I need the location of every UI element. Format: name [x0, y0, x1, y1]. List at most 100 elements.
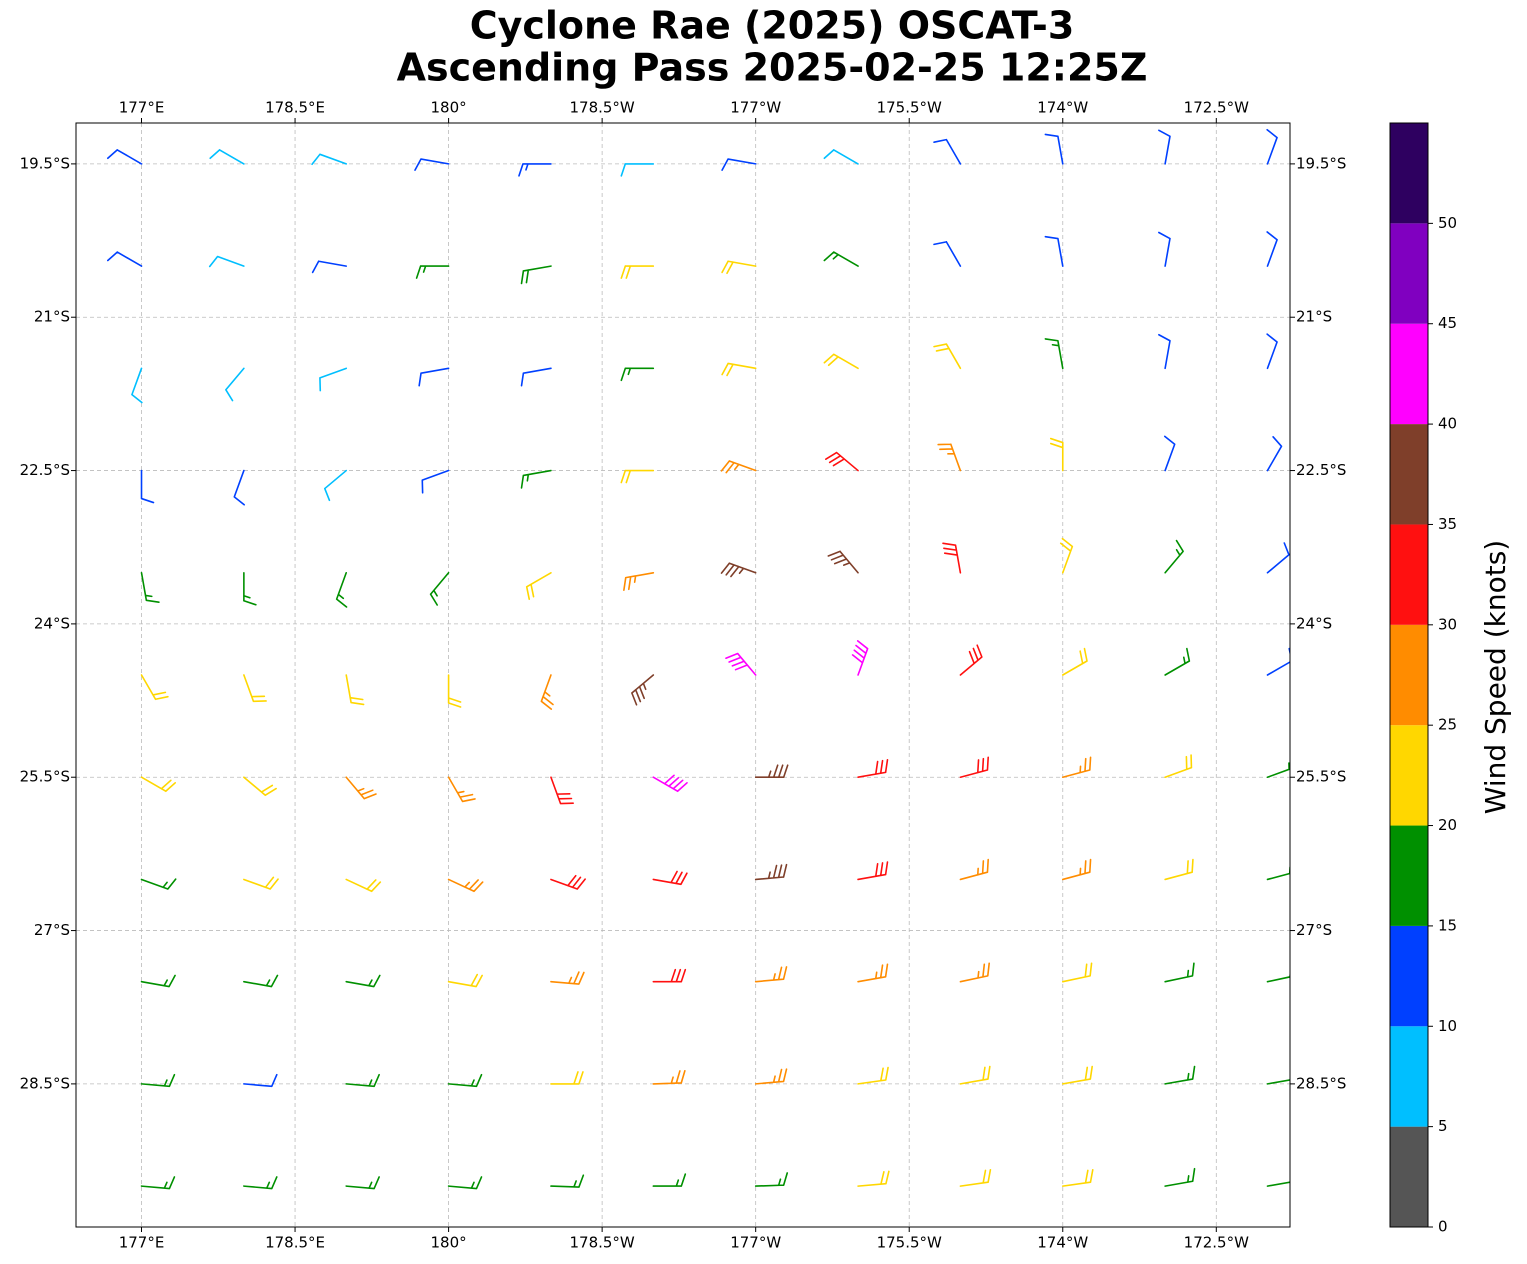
wind-barb [243, 1176, 278, 1190]
wind-barb [721, 158, 757, 171]
wind-barb [243, 674, 267, 703]
wind-barb [959, 858, 990, 881]
y-tick-label-right: 27°S [1296, 921, 1332, 939]
wind-barb [1266, 333, 1278, 370]
wind-barb [721, 260, 757, 275]
wind-barb [520, 469, 552, 489]
colorbar-tick-label: 30 [1438, 615, 1457, 633]
x-tick-label-top: 178.5°E [265, 99, 325, 117]
wind-barb [1164, 539, 1184, 574]
wind-barb [540, 674, 554, 710]
wind-barb [1163, 435, 1176, 472]
wind-barb [823, 149, 859, 165]
wind-barb [857, 759, 889, 779]
wind-barb [857, 861, 889, 881]
x-tick-label-top: 180° [431, 99, 467, 117]
wind-barb [933, 241, 962, 267]
x-tick-label-top: 177°E [119, 99, 165, 117]
wind-barb [959, 756, 990, 779]
colorbar-segment [1390, 1126, 1428, 1227]
colorbar-tick-label: 35 [1438, 515, 1457, 533]
wind-barb [243, 974, 279, 988]
wind-barb [937, 443, 962, 472]
y-tick-label-left: 28.5°S [20, 1074, 70, 1092]
wind-barb [725, 652, 757, 676]
wind-barb [520, 367, 552, 387]
wind-barb [106, 149, 143, 165]
wind-barb [754, 863, 788, 881]
wind-barb [140, 776, 177, 793]
y-tick-label-right: 28.5°S [1296, 1074, 1346, 1092]
wind-barb [243, 776, 277, 797]
wind-barb [652, 1173, 687, 1187]
wind-barb [754, 1068, 788, 1085]
wind-barb [140, 571, 160, 604]
wind-barb [447, 1073, 483, 1088]
wind-barb [754, 1172, 789, 1187]
colorbar-frame [1389, 122, 1429, 1228]
wind-barb [933, 343, 962, 370]
wind-barb [652, 870, 688, 886]
colorbar-tick-label: 20 [1438, 816, 1457, 834]
wind-barb [631, 674, 655, 706]
wind-barb [851, 640, 869, 676]
wind-barb [243, 1073, 278, 1088]
wind-barb [345, 974, 381, 988]
map-frame [75, 122, 1291, 1228]
x-tick-label-bottom: 174°W [1037, 1234, 1088, 1252]
wind-barb [857, 1066, 889, 1085]
y-tick-label-left: 25.5°S [20, 768, 70, 786]
wind-barb [345, 776, 377, 800]
y-tick-label-right: 25.5°S [1296, 768, 1346, 786]
x-tick-label-bottom: 178.5°W [569, 1234, 634, 1252]
x-tick-label-bottom: 177°W [730, 1234, 781, 1252]
wind-barb [140, 1073, 176, 1088]
wind-barb [620, 367, 655, 382]
y-tick-label-left: 21°S [34, 308, 70, 326]
wind-barb [623, 571, 655, 591]
wind-barb [1164, 1167, 1196, 1187]
wind-barb [1266, 1075, 1290, 1085]
x-tick-label-top: 172.5°W [1184, 99, 1249, 117]
wind-barb [1266, 970, 1290, 983]
wind-barb [1266, 1177, 1290, 1187]
wind-barb [311, 260, 348, 274]
wind-barb [447, 973, 483, 988]
wind-barb [1266, 231, 1278, 267]
wind-barb [345, 1073, 380, 1088]
wind-barb [106, 251, 143, 267]
colorbar-segment [1390, 725, 1428, 826]
wind-barb [447, 674, 462, 708]
wind-barb [825, 451, 859, 472]
wind-barb [1061, 647, 1088, 676]
wind-barb [225, 367, 245, 402]
y-tick-label-left: 19.5°S [20, 154, 70, 172]
wind-barb [415, 265, 450, 279]
wind-barb [1266, 762, 1290, 779]
x-tick-label-top: 174°W [1037, 99, 1088, 117]
y-tick-label-left: 22.5°S [20, 461, 70, 479]
wind-barb [1044, 338, 1064, 370]
colorbar-segment [1390, 323, 1428, 425]
wind-barb [1164, 647, 1191, 676]
wind-barb [652, 968, 687, 983]
colorbar-segment [1390, 524, 1428, 625]
wind-barb [1061, 858, 1092, 881]
wind-barb [209, 149, 245, 165]
wind-barb [1266, 128, 1278, 165]
colorbar-segment [1390, 223, 1428, 324]
x-tick-label-bottom: 180° [431, 1234, 467, 1252]
wind-barb [140, 878, 177, 890]
wind-barb [319, 367, 348, 392]
x-tick-label-bottom: 172.5°W [1184, 1234, 1249, 1252]
wind-barb [1158, 231, 1171, 267]
wind-barb [421, 469, 450, 494]
wind-barb [620, 265, 655, 279]
chart-subtitle: Ascending Pass 2025-02-25 12:25Z [397, 46, 1148, 90]
wind-barb [942, 542, 962, 574]
wind-barb [1266, 866, 1290, 881]
wind-barb [823, 251, 859, 267]
wind-barb [1061, 1065, 1093, 1085]
wind-barb [1164, 754, 1193, 779]
wind-barb [311, 153, 348, 166]
